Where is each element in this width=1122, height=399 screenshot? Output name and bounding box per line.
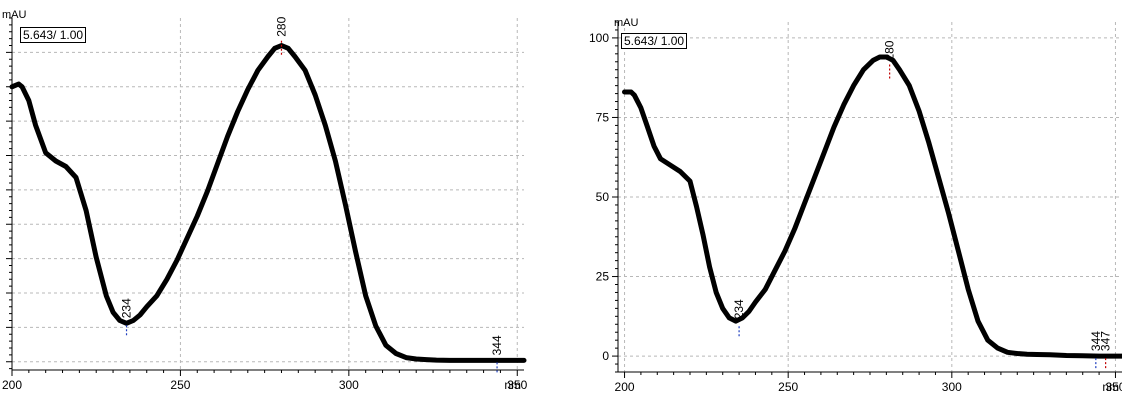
spectrum-id-box: 5.643/ 1.00 (621, 33, 688, 49)
peak-label: 234 (120, 298, 134, 318)
peak-label: 347 (1099, 331, 1113, 351)
y-tick-label: 100 (589, 31, 609, 45)
spectrum-panel-left: 200 250 300 350 nm 280 234 344 mAU 5.643/ 1.00 (0, 0, 545, 399)
peak-label: 234 (732, 299, 746, 319)
x-tick-label: 250 (778, 380, 798, 394)
y-tick-label: 75 (596, 110, 610, 124)
x-tick-label: 350 (1105, 380, 1122, 394)
y-tick-label: 25 (596, 270, 610, 284)
y-unit-label: mAU (614, 17, 639, 29)
x-tick-label: 200 (2, 378, 22, 392)
x-tick-label: 250 (170, 378, 190, 392)
peak-label: 280 (274, 16, 288, 36)
peak-label: 344 (1089, 331, 1103, 351)
y-unit-label: mAU (2, 9, 27, 21)
spectrum-curve (9, 43, 527, 363)
x-unit-label: nm (504, 378, 521, 392)
y-tick-label: 50 (596, 190, 610, 204)
spectrum-id-box: 5.643/ 1.00 (20, 27, 87, 43)
x-tick-label: 350 (507, 378, 527, 392)
peak-label: 344 (490, 335, 504, 355)
x-unit-label: nm (1102, 380, 1119, 394)
x-tick-label: 300 (339, 378, 359, 392)
x-tick-label: 200 (615, 380, 635, 394)
y-tick-label: 0 (602, 349, 609, 363)
peak-label: 280 (883, 40, 897, 60)
spectrum-curve (622, 54, 1122, 359)
x-tick-label: 300 (942, 380, 962, 394)
